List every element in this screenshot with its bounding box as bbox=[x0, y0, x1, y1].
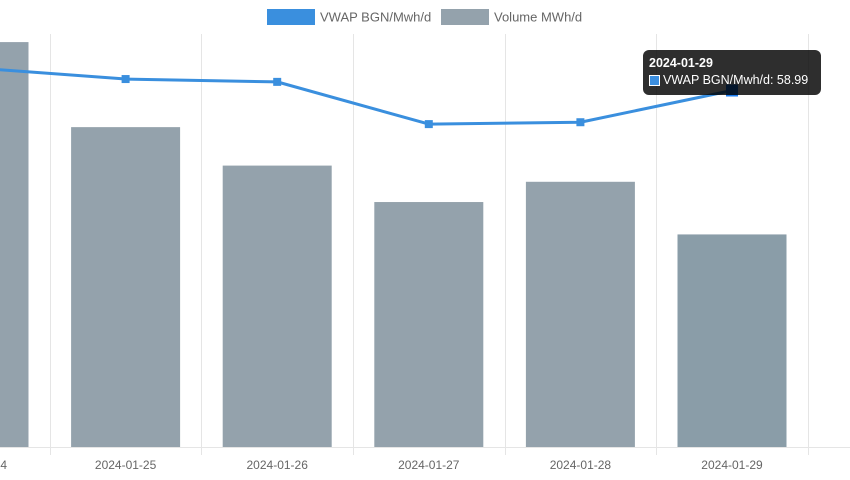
legend: VWAP BGN/Mwh/d Volume MWh/d bbox=[267, 9, 582, 25]
vwap-point[interactable] bbox=[121, 75, 130, 84]
volume-bar[interactable] bbox=[222, 165, 332, 447]
tooltip-swatch bbox=[649, 74, 660, 86]
vwap-point[interactable] bbox=[273, 77, 282, 86]
vwap-series-line bbox=[0, 68, 733, 126]
vwap-line bbox=[0, 68, 738, 129]
tooltip-row: VWAP BGN/Mwh/d: 58.99 bbox=[649, 73, 815, 87]
tooltip-value-text: VWAP BGN/Mwh/d: 58.99 bbox=[663, 73, 809, 87]
x-tick-label: 2024-01-26 bbox=[247, 458, 309, 472]
volume-bar[interactable] bbox=[0, 42, 29, 448]
tooltip-title: 2024-01-29 bbox=[649, 56, 713, 70]
legend-item-vwap[interactable]: VWAP BGN/Mwh/d bbox=[267, 9, 431, 25]
volume-bar[interactable] bbox=[525, 181, 635, 447]
x-tick-label: 2024-01-29 bbox=[701, 458, 763, 472]
volume-bars bbox=[0, 42, 787, 448]
vwap-point[interactable] bbox=[576, 118, 585, 127]
volume-bar[interactable] bbox=[374, 202, 484, 447]
x-tick-label: 24 bbox=[0, 458, 7, 472]
legend-swatch-volume bbox=[441, 9, 489, 25]
legend-item-volume[interactable]: Volume MWh/d bbox=[441, 9, 582, 25]
legend-label-vwap: VWAP BGN/Mwh/d bbox=[320, 10, 431, 25]
vwap-point[interactable] bbox=[424, 120, 433, 129]
volume-bar[interactable] bbox=[677, 234, 787, 447]
x-tick-label: 2024-01-25 bbox=[95, 458, 157, 472]
x-axis-ticks: 24 2024-01-25 2024-01-26 2024-01-27 2024-01-… bbox=[0, 458, 763, 472]
x-tick-label: 2024-01-28 bbox=[550, 458, 612, 472]
legend-label-volume: Volume MWh/d bbox=[494, 10, 582, 25]
x-tick-label: 2024-01-27 bbox=[398, 458, 460, 472]
volume-bar[interactable] bbox=[71, 127, 181, 448]
tooltip: 2024-01-29 VWAP BGN/Mwh/d: 58.99 bbox=[643, 50, 821, 95]
legend-swatch-vwap bbox=[267, 9, 315, 25]
